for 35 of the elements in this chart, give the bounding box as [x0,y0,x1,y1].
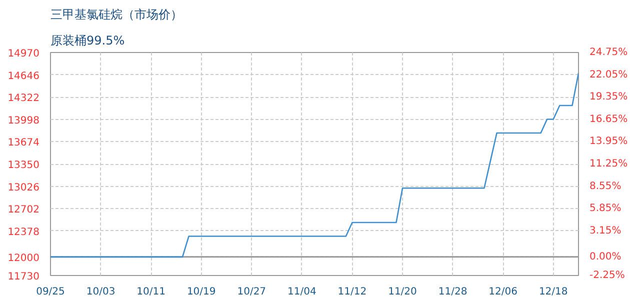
y-tick-label: 14646 [8,70,40,82]
y2-tick-label: 11.25% [590,158,628,170]
x-tick-label: 10/03 [86,286,116,298]
y2-tick-label: 19.35% [590,92,628,103]
y-tick-label: 12378 [8,226,40,238]
y-tick-label: 12702 [8,204,40,216]
x-tick-label: 12/18 [538,286,568,298]
y-tick-label: 13026 [8,182,40,194]
y-tick-label: 11730 [8,272,40,282]
x-tick-label: 12/06 [488,286,518,298]
x-tick-label: 10/19 [186,286,216,298]
x-tick-label: 11/20 [388,286,417,298]
y2-tick-label: 0.00% [590,251,622,262]
chart-title: 三甲基氯硅烷（市场价） [50,8,182,22]
y2-tick-label: -2.25% [590,270,625,281]
y2-tick-label: 5.85% [590,203,622,214]
y-tick-label: 13674 [8,138,40,149]
y2-tick-label: 24.75% [590,47,628,58]
x-tick-label: 11/12 [338,286,367,298]
x-tick-label: 10/27 [237,286,266,298]
y2-tick-label: 8.55% [590,180,622,192]
y-tick-label: 12000 [8,252,40,264]
y2-tick-label: 13.95% [590,136,628,148]
y2-tick-label: 3.15% [590,225,622,236]
x-tick-label: 11/04 [288,286,316,298]
x-tick-label: 11/28 [438,286,468,298]
y-tick-label: 14970 [8,48,40,60]
y-tick-label: 14322 [8,93,40,104]
y2-tick-label: 16.65% [590,114,628,125]
x-tick-label: 09/25 [36,286,65,298]
y-tick-label: 13998 [8,115,40,126]
y2-tick-label: 22.05% [590,69,628,80]
x-tick-label: 10/11 [136,286,166,298]
y-tick-label: 13350 [8,160,40,171]
chart-subtitle: 原装桶99.5% [50,34,125,48]
